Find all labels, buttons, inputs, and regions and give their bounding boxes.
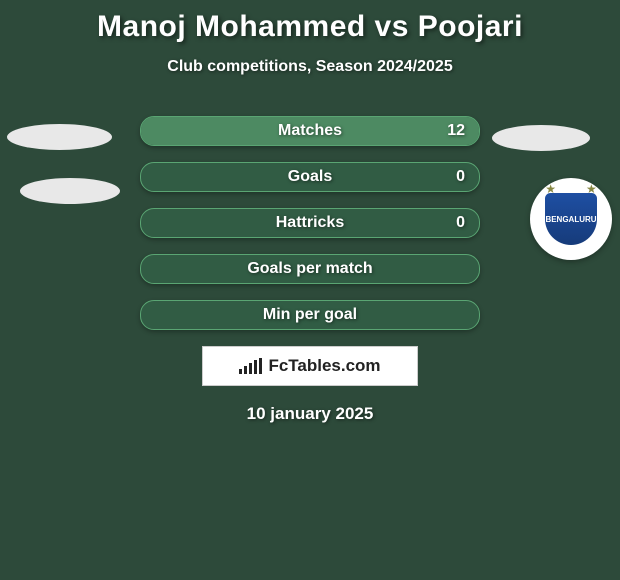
stat-label: Hattricks xyxy=(276,214,344,232)
watermark-text: FcTables.com xyxy=(268,356,380,376)
stat-label: Goals xyxy=(288,168,332,186)
player-right-photo-placeholder xyxy=(492,125,590,151)
club-shield-icon: BENGALURU xyxy=(545,193,597,245)
stat-label: Matches xyxy=(278,122,342,140)
bar-chart-icon xyxy=(239,358,262,374)
stat-row-matches: Matches 12 xyxy=(140,116,480,146)
stat-value-right: 12 xyxy=(447,122,465,140)
stat-row-min-per-goal: Min per goal xyxy=(140,300,480,330)
stat-row-hattricks: Hattricks 0 xyxy=(140,208,480,238)
stat-value-right: 0 xyxy=(456,168,465,186)
stats-column: Matches 12 Goals 0 Hattricks 0 Goals per… xyxy=(140,116,480,330)
club-name: BENGALURU xyxy=(545,215,596,224)
team-right-badge: ★ ★ BENGALURU xyxy=(530,178,612,260)
stat-row-goals-per-match: Goals per match xyxy=(140,254,480,284)
stat-label: Goals per match xyxy=(247,260,372,278)
player-left-photo-placeholder xyxy=(7,124,112,150)
team-left-logo-placeholder xyxy=(20,178,120,204)
page-title: Manoj Mohammed vs Poojari xyxy=(0,10,620,44)
stat-row-goals: Goals 0 xyxy=(140,162,480,192)
comparison-infographic: Manoj Mohammed vs Poojari Club competiti… xyxy=(0,0,620,424)
stat-label: Min per goal xyxy=(263,306,357,324)
page-subtitle: Club competitions, Season 2024/2025 xyxy=(0,58,620,76)
watermark: FcTables.com xyxy=(202,346,418,386)
stat-value-right: 0 xyxy=(456,214,465,232)
generation-date: 10 january 2025 xyxy=(0,404,620,424)
